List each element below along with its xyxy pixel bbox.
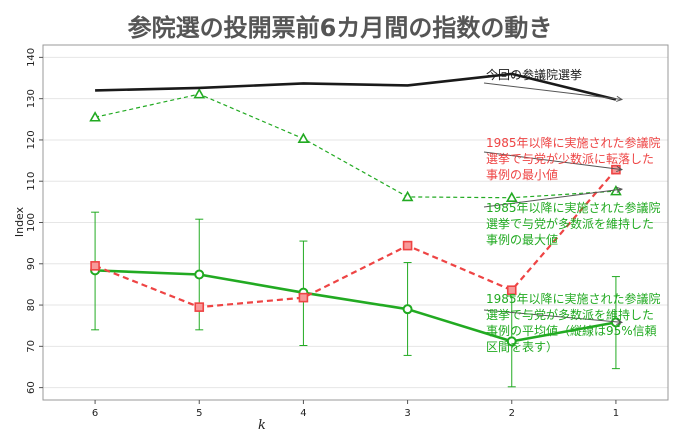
annotation-text: 今回の参議院選挙	[486, 67, 582, 82]
annotation-arrow	[483, 151, 622, 171]
annotation-text: 1985年以降に実施された参議院	[486, 200, 661, 215]
data-point	[194, 302, 205, 312]
annotation-text: 選挙で与党が少数派に転落した	[486, 151, 654, 166]
series-line	[95, 72, 617, 101]
annotation-text: 選挙で与党が多数派を維持した	[486, 216, 654, 231]
x-tick-label: 3	[404, 408, 410, 419]
annotation-text: 事例の平均値（縦線は95%信頼	[486, 323, 657, 338]
grid-lines	[43, 56, 668, 389]
chart-title: 参院選の投開票前6カ月間の指数の動き	[128, 14, 553, 42]
y-tick-label: 130	[26, 89, 37, 108]
x-tick-label: 5	[196, 408, 202, 419]
y-tick-label: 140	[26, 48, 37, 67]
y-tick-label: 120	[26, 130, 37, 149]
annotation-text: 1985年以降に実施された参議院	[486, 291, 661, 306]
y-tick-label: 90	[26, 257, 37, 270]
data-point	[402, 240, 413, 251]
annotation-arrow	[483, 82, 622, 100]
annotation-arrowhead	[616, 318, 624, 325]
data-point	[90, 261, 100, 271]
data-point	[401, 190, 414, 202]
data-point	[506, 285, 517, 295]
y-tick-label: 110	[26, 172, 37, 191]
series-min	[90, 164, 621, 312]
annotation-mean: 1985年以降に実施された参議院選挙で与党が多数派を維持した事例の平均値（縦線は…	[483, 291, 661, 354]
series-mean	[90, 211, 621, 388]
axes: 60 70 80 90 100 110 120 130 140 6 5 4 3 2 1	[26, 48, 619, 419]
data-point	[297, 132, 310, 144]
annotation-arrow	[483, 188, 622, 208]
data-point	[402, 304, 413, 315]
annotation-text: 1985年以降に実施された参議院	[486, 135, 661, 150]
annotations: 今回の参議院選挙 1985年以降に実施された参議院選挙で与党が少数派に転落した事例…	[483, 67, 661, 354]
y-tick-label: 70	[26, 340, 37, 353]
data-point	[193, 87, 206, 99]
annotation-text: 事例の最大値	[486, 232, 558, 247]
series-current	[95, 72, 617, 101]
x-axis-label: k	[258, 418, 266, 433]
data-point	[506, 336, 517, 347]
annotation-arrowhead	[616, 95, 624, 102]
annotation-current: 今回の参議院選挙	[483, 67, 624, 102]
x-tick-label: 4	[300, 408, 306, 419]
x-tick-label: 1	[613, 408, 619, 419]
series-max	[89, 87, 622, 203]
series-layer	[89, 72, 622, 388]
y-axis-label: Index	[13, 206, 26, 237]
annotation-arrowhead	[616, 165, 624, 173]
y-tick-label: 100	[26, 213, 37, 232]
data-point	[89, 111, 101, 122]
series-line	[94, 168, 617, 309]
series-line	[95, 269, 617, 343]
annotation-text: 選挙で与党が多数派を維持した	[486, 307, 654, 322]
data-point	[194, 269, 205, 280]
data-point	[298, 292, 309, 303]
x-tick-label: 2	[509, 408, 515, 419]
data-point	[505, 191, 518, 203]
annotation-arrowhead	[616, 186, 624, 193]
x-tick-label: 6	[92, 408, 98, 419]
annotation-arrow	[483, 309, 622, 323]
y-tick-label: 80	[26, 299, 37, 312]
y-tick-label: 60	[26, 381, 37, 394]
annotation-text: 区間を表す）	[486, 340, 558, 354]
annotation-text: 事例の最小値	[486, 167, 558, 182]
